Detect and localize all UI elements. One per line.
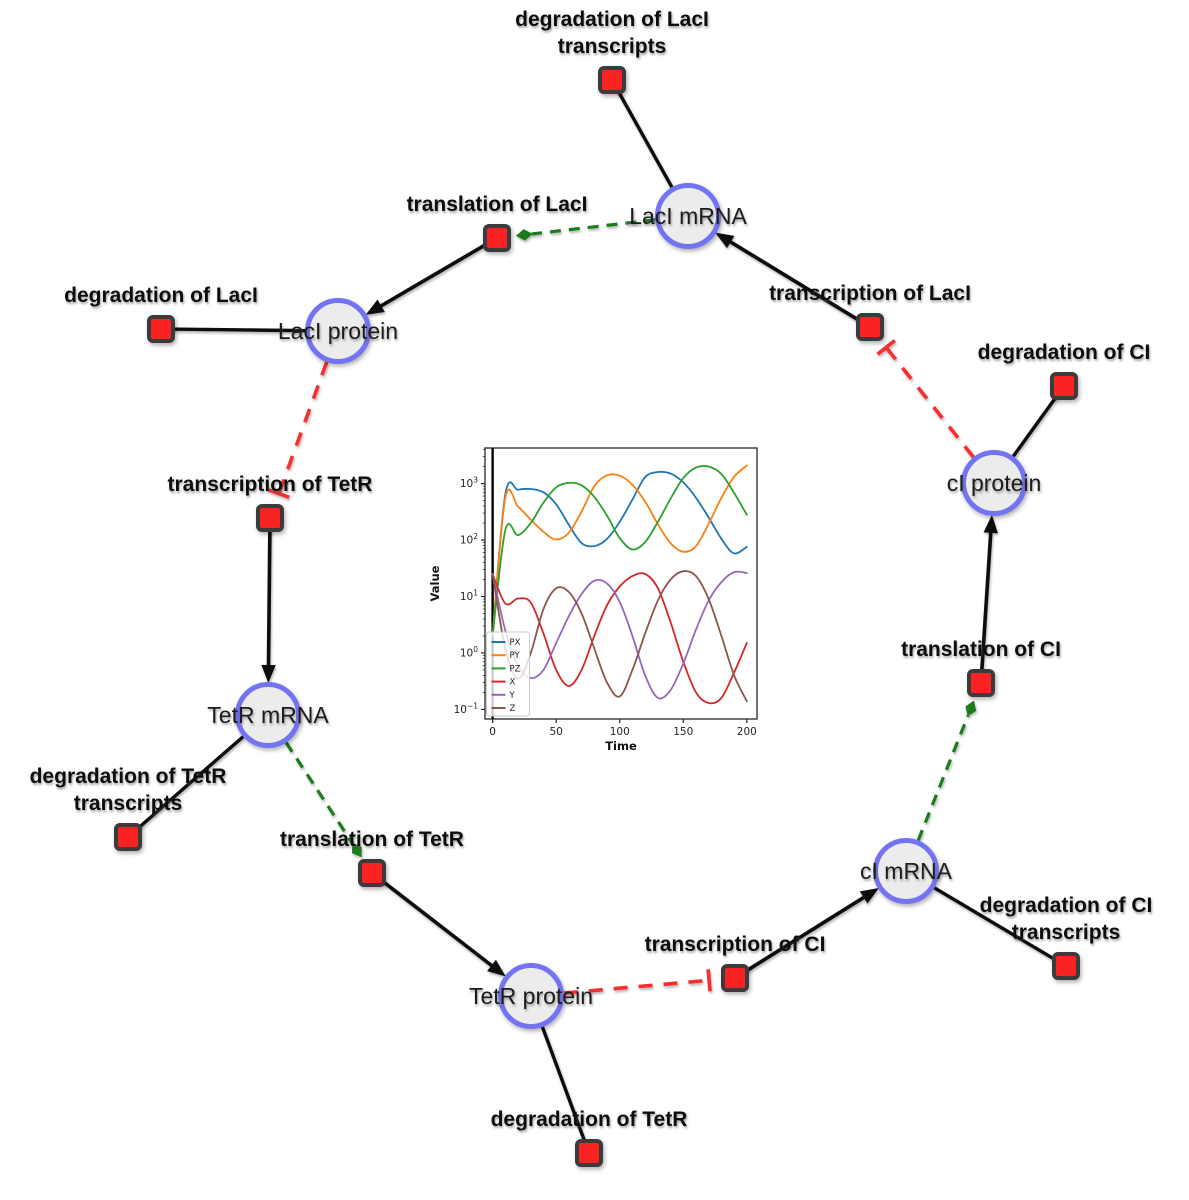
reaction-label-transl-ci: translation of CI: [901, 637, 1061, 661]
inhibitor-tbar-head: [876, 339, 896, 356]
edge-tetr-mrna-to-deg-tetr-tr: [132, 735, 245, 834]
edge-laci-prot-to-deg-laci: [168, 327, 306, 333]
y-tick-label: 102: [460, 532, 478, 547]
arrowhead: [715, 232, 735, 249]
series-line-pz: [491, 465, 748, 637]
species-node-tetr-prot[interactable]: [498, 963, 564, 1029]
edge-ci-mrna-to-transl-ci: [916, 700, 977, 841]
reaction-label-transl-tetr: translation of TetR: [280, 827, 464, 851]
x-tick-label: 200: [737, 726, 757, 738]
arrowhead: [365, 299, 385, 315]
reaction-node-deg-laci[interactable]: [146, 314, 175, 343]
legend-label-y: Y: [509, 691, 516, 701]
x-tick-label: 0: [489, 726, 496, 738]
modifier-diamond-head: [515, 229, 533, 241]
y-tick-label: 100: [460, 645, 478, 660]
x-tick-label: 100: [610, 726, 630, 738]
reaction-node-deg-tetr[interactable]: [574, 1138, 603, 1167]
modifier-diamond-head: [352, 842, 362, 858]
arrowhead: [261, 664, 276, 684]
edge-tetr-prot-to-transcr-ci: [563, 969, 712, 995]
species-node-ci-prot[interactable]: [961, 450, 1027, 516]
reaction-node-transcr-tetr[interactable]: [255, 503, 284, 532]
edge-ci-prot-to-transcr-laci: [876, 339, 975, 459]
species-node-ci-mrna[interactable]: [873, 838, 939, 904]
edge-laci-mrna-to-transl-laci: [515, 218, 656, 241]
edge-transl-ci-to-ci-prot: [979, 514, 998, 674]
edge-laci-mrna-to-deg-laci-tr: [614, 86, 674, 189]
reaction-label-transcr-laci: transcription of LacI: [769, 281, 971, 305]
species-node-laci-mrna[interactable]: [655, 183, 721, 249]
edge-tetr-prot-to-deg-tetr: [540, 1026, 588, 1147]
arrowhead: [983, 514, 998, 534]
reaction-node-transcr-ci[interactable]: [720, 963, 749, 992]
inhibitor-tbar-head: [706, 969, 712, 992]
species-node-laci-prot[interactable]: [305, 298, 371, 364]
x-tick-label: 50: [549, 726, 562, 738]
reaction-node-deg-laci-tr[interactable]: [597, 65, 626, 94]
edge-transcr-laci-to-laci-mrna: [715, 232, 863, 324]
y-tick-label: 101: [460, 588, 478, 603]
reaction-label-deg-tetr-tr: degradation of TetR transcripts: [29, 764, 227, 815]
series-line-y: [491, 570, 748, 700]
reaction-label-deg-laci-tr: degradation of LacI transcripts: [515, 7, 709, 58]
inset-timecourse-chart: 0 50 100 150 200 10−1 100 101 102 103 Time Value PX P…: [424, 433, 780, 763]
arrowhead: [859, 887, 879, 904]
y-tick-label: 10−1: [454, 701, 479, 716]
series-line-py: [491, 464, 748, 637]
reaction-node-transl-ci[interactable]: [966, 668, 995, 697]
edge-transl-laci-to-laci-prot: [365, 241, 490, 315]
chart-legend: PX PY PZ XYZ: [486, 631, 530, 717]
reaction-node-deg-ci[interactable]: [1049, 371, 1078, 400]
arrowhead: [487, 959, 506, 977]
reaction-node-deg-tetr-tr[interactable]: [113, 822, 142, 851]
y-axis-label: Value: [428, 565, 442, 601]
reaction-node-transl-tetr[interactable]: [357, 858, 386, 887]
reaction-label-deg-ci: degradation of CI: [977, 340, 1151, 364]
inhibitor-tbar-head: [267, 488, 290, 500]
reaction-node-transcr-laci[interactable]: [855, 312, 884, 341]
modifier-diamond-head: [965, 700, 977, 717]
legend-label-z: Z: [510, 704, 516, 714]
edge-transcr-tetr-to-tetr-mrna: [261, 527, 276, 684]
y-tick-label: 103: [460, 476, 478, 491]
reaction-node-transl-laci[interactable]: [482, 223, 511, 252]
x-tick-label: 150: [673, 726, 693, 738]
reaction-label-deg-tetr: degradation of TetR: [490, 1107, 688, 1131]
chart-plot-border: [484, 447, 758, 720]
legend-box: [486, 631, 530, 717]
legend-label-x: X: [510, 678, 516, 688]
legend-label-pz: PZ: [510, 664, 521, 674]
edge-transl-tetr-to-tetr-prot: [378, 877, 506, 977]
legend-label-py: PY: [510, 651, 521, 661]
edge-ci-prot-to-deg-ci: [1011, 391, 1061, 458]
reaction-node-deg-ci-tr[interactable]: [1051, 951, 1080, 980]
edge-tetr-mrna-to-transl-tetr: [284, 741, 362, 858]
x-axis-label: Time: [605, 739, 637, 753]
edge-laci-prot-to-transcr-tetr: [267, 361, 329, 500]
series-line-px: [491, 470, 748, 637]
series-line-z: [491, 570, 748, 703]
species-node-tetr-mrna[interactable]: [235, 682, 301, 748]
legend-label-px: PX: [510, 638, 521, 648]
chart-svg: 0 50 100 150 20010−1100101102103TimeValuePXP…: [428, 447, 758, 753]
series-line-x: [491, 572, 748, 705]
edge-ci-mrna-to-deg-ci-tr: [933, 886, 1060, 964]
edge-transcr-ci-to-ci-mrna: [742, 887, 879, 975]
reaction-label-transcr-ci: transcription of CI: [644, 932, 826, 956]
